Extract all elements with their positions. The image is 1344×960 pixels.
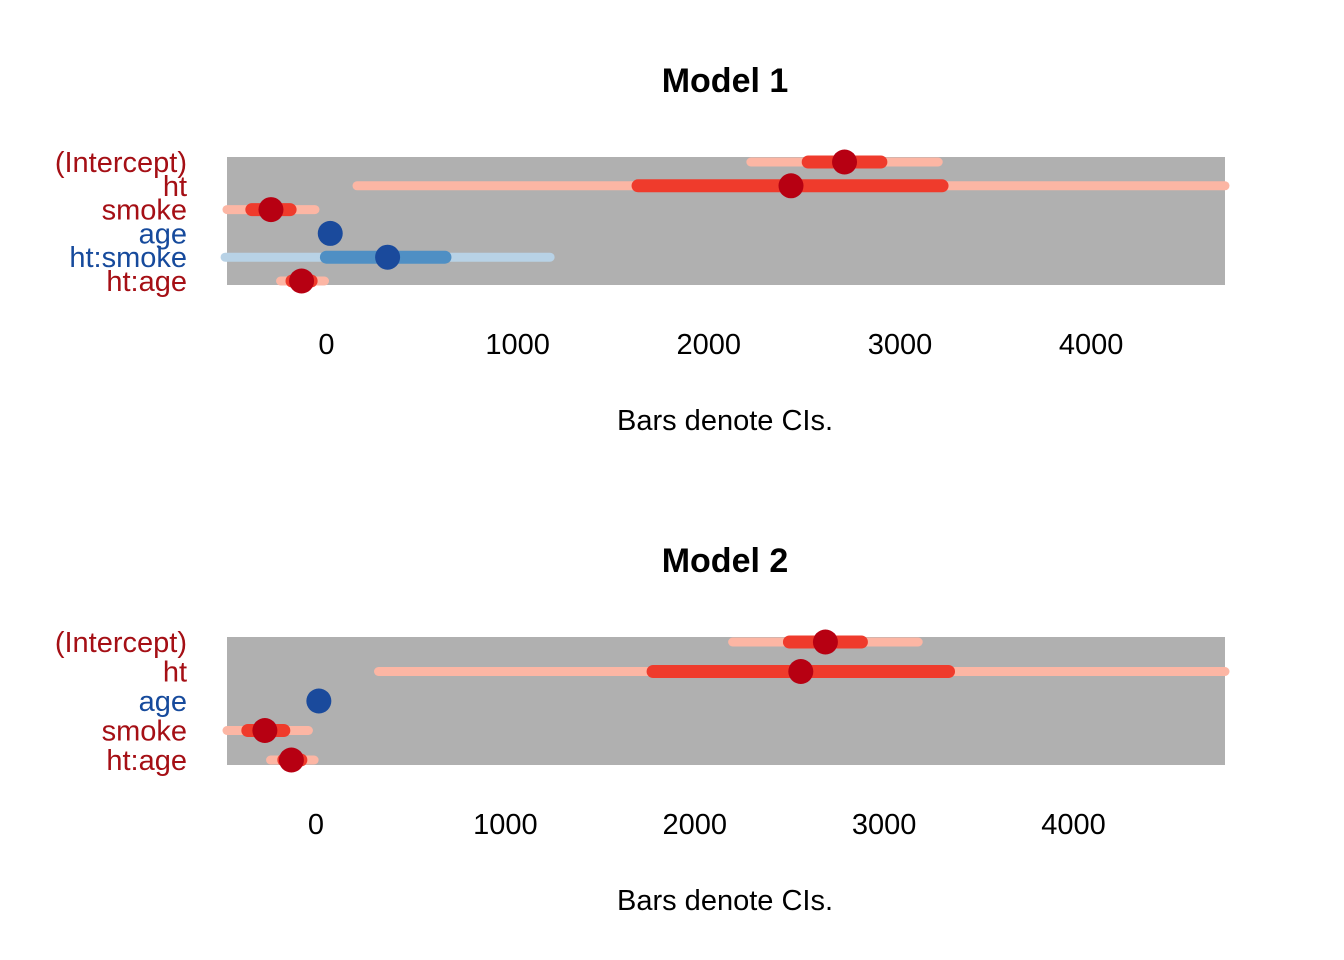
model-1-marks [220,149,1230,294]
estimate-point-ht-smoke [375,244,401,270]
model-2-marks [222,629,1230,773]
x-tick-label: 0 [308,809,324,841]
x-tick-label: 1000 [485,329,550,361]
estimate-point-smoke [252,718,278,743]
x-tick-label: 2000 [677,329,742,361]
term-label-ht: ht [163,171,187,203]
estimate-point-intercept [812,629,838,655]
term-label-age: age [139,686,187,718]
x-tick-label: 0 [318,329,334,361]
model-1-x-axis-ticks: 0 1000 2000 3000 4000 [318,329,1123,361]
model-2-x-axis-label: Bars denote CIs. [617,885,833,917]
x-tick-label: 3000 [868,329,933,361]
term-label-ht-age: ht:age [106,266,187,298]
estimate-point-intercept [832,149,858,175]
model-2-title: Model 2 [662,542,789,580]
model-1-x-axis-label: Bars denote CIs. [617,405,833,437]
x-tick-label: 3000 [852,809,917,841]
model-1-title: Model 1 [662,62,789,100]
estimate-point-ht [788,659,814,684]
x-tick-label: 2000 [662,809,727,841]
model-2-x-axis-ticks: 0 1000 2000 3000 4000 [308,809,1106,841]
term-label-smoke: smoke [102,716,187,748]
term-label-smoke: smoke [102,195,187,227]
term-label-age: age [139,218,187,250]
x-tick-label: 4000 [1059,329,1124,361]
x-tick-label: 1000 [473,809,538,841]
term-label-ht-smoke: ht:smoke [69,242,187,274]
estimate-point-ht-age [278,747,304,773]
model-2-plot-area [227,637,1225,765]
term-label-ht-age: ht:age [106,745,187,777]
estimate-point-ht-age [289,268,315,294]
estimate-point-smoke [258,197,284,223]
estimate-point-age [317,220,343,246]
term-label-ht: ht [163,657,187,689]
term-label-intercept: (Intercept) [55,147,187,179]
model-1-plot-area [227,157,1225,285]
model-1-panel: Model 1 (Intercept)htsmokeageht:smokeht:… [55,62,1230,437]
estimate-point-age [306,688,332,714]
x-tick-label: 4000 [1041,809,1106,841]
estimate-point-ht [778,173,804,199]
term-label-intercept: (Intercept) [55,627,187,659]
